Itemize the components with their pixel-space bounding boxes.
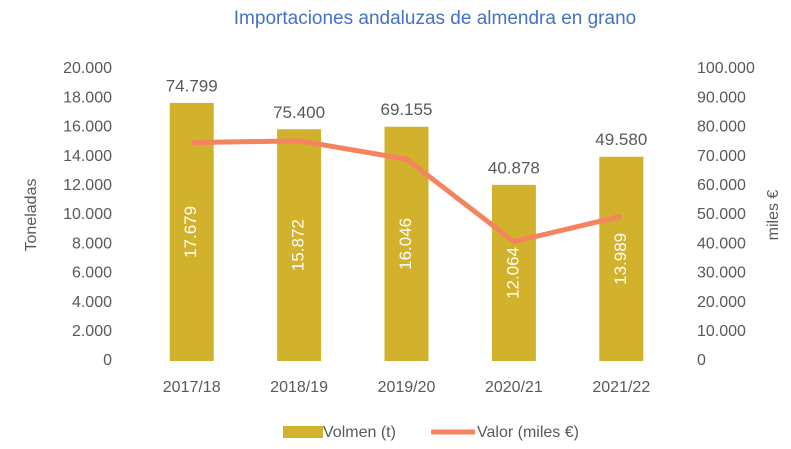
y2-tick-label: 50.000 bbox=[697, 206, 746, 223]
y-tick-label: 16.000 bbox=[63, 119, 112, 136]
y2-tick-label: 80.000 bbox=[697, 119, 746, 136]
bar-value-label: 17.679 bbox=[181, 206, 200, 258]
y2-tick-label: 60.000 bbox=[697, 177, 746, 194]
x-tick-label: 2018/19 bbox=[270, 379, 328, 396]
y-tick-label: 12.000 bbox=[63, 177, 112, 194]
y-tick-label: 8.000 bbox=[72, 235, 112, 252]
legend-swatch bbox=[283, 426, 323, 438]
line bbox=[191, 138, 622, 245]
y2-axis-label: miles € bbox=[765, 190, 782, 241]
y-tick-label: 6.000 bbox=[72, 265, 112, 282]
y-axis-label: Toneladas bbox=[23, 179, 40, 252]
y2-tick-label: 30.000 bbox=[697, 265, 746, 282]
y-tick-label: 18.000 bbox=[63, 89, 112, 106]
bar bbox=[277, 129, 322, 361]
line-value-label: 40.878 bbox=[488, 158, 540, 177]
x-tick-label: 2021/22 bbox=[592, 379, 650, 396]
bar-value-label: 13.989 bbox=[611, 233, 630, 285]
line-value-label: 49.580 bbox=[595, 130, 647, 149]
bar bbox=[599, 156, 644, 361]
y-tick-label: 4.000 bbox=[72, 294, 112, 311]
bar bbox=[169, 102, 214, 361]
bar bbox=[384, 126, 429, 362]
y-tick-label: 0 bbox=[103, 352, 112, 369]
x-tick-label: 2017/18 bbox=[163, 379, 221, 396]
y2-tick-label: 90.000 bbox=[697, 89, 746, 106]
y-tick-label: 20.000 bbox=[63, 60, 112, 77]
y-tick-label: 14.000 bbox=[63, 148, 112, 165]
chart-title: Importaciones andaluzas de almendra en g… bbox=[234, 8, 636, 29]
bar-value-label: 15.872 bbox=[289, 219, 308, 271]
bar-value-label: 16.046 bbox=[396, 218, 415, 270]
bar bbox=[491, 184, 536, 361]
y2-tick-label: 40.000 bbox=[697, 235, 746, 252]
line-value-label: 69.155 bbox=[381, 100, 433, 119]
bar-value-label: 12.064 bbox=[503, 247, 522, 299]
legend-label: Volmen (t) bbox=[323, 424, 396, 441]
y2-tick-label: 10.000 bbox=[697, 323, 746, 340]
y-tick-label: 2.000 bbox=[72, 323, 112, 340]
y2-tick-label: 70.000 bbox=[697, 148, 746, 165]
line-value-label: 74.799 bbox=[166, 76, 218, 95]
y2-tick-label: 0 bbox=[697, 352, 706, 369]
x-tick-label: 2019/20 bbox=[378, 379, 436, 396]
y-tick-label: 10.000 bbox=[63, 206, 112, 223]
y2-tick-label: 20.000 bbox=[697, 294, 746, 311]
y2-tick-label: 100.000 bbox=[697, 60, 755, 77]
legend-label: Valor (miles €) bbox=[477, 424, 579, 441]
line-value-label: 75.400 bbox=[273, 103, 325, 122]
x-tick-label: 2020/21 bbox=[485, 379, 543, 396]
